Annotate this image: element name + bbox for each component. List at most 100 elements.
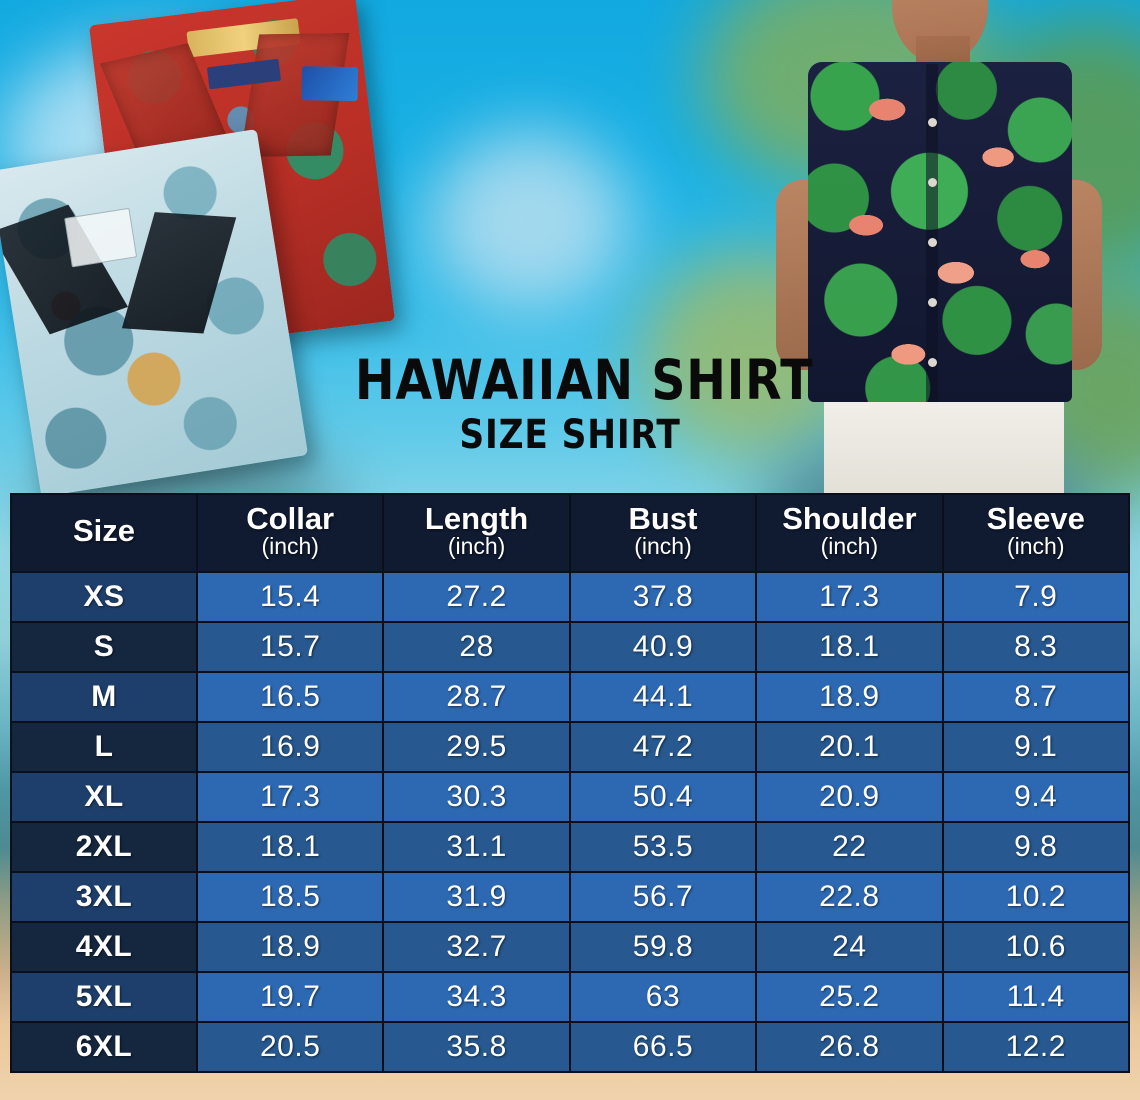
table-header-row: Size Collar (inch) Length (inch) Bust (i… — [10, 493, 1130, 573]
cell-collar: 17.3 — [195, 771, 385, 823]
shirt-button — [928, 238, 937, 247]
table-row: S 15.7 28 40.9 18.1 8.3 — [10, 621, 1130, 673]
size-chart-container: Size Collar (inch) Length (inch) Bust (i… — [10, 493, 1130, 1073]
cell-collar: 19.7 — [195, 971, 385, 1023]
column-header-size: Size — [10, 493, 198, 573]
table-row: 4XL 18.9 32.7 59.8 24 10.6 — [10, 921, 1130, 973]
column-header-collar-label: Collar — [246, 500, 335, 536]
model-white-pants — [824, 392, 1064, 495]
cell-bust: 66.5 — [568, 1021, 758, 1073]
shirt-button — [928, 358, 937, 367]
cell-sleeve: 9.8 — [941, 821, 1130, 873]
title-block: HAWAIIAN SHIRT SIZE SHIRT — [320, 351, 820, 459]
cell-length: 35.8 — [382, 1021, 571, 1073]
column-header-length-unit: (inch) — [447, 533, 506, 560]
cell-sleeve: 10.6 — [941, 921, 1130, 973]
cell-length: 27.2 — [382, 571, 571, 623]
column-header-bust-unit: (inch) — [634, 533, 692, 560]
cell-length: 31.1 — [382, 821, 571, 873]
cell-sleeve: 7.9 — [941, 571, 1130, 623]
table-row: M 16.5 28.7 44.1 18.9 8.7 — [10, 671, 1130, 723]
cell-shoulder: 20.9 — [755, 771, 944, 823]
table-header: Size Collar (inch) Length (inch) Bust (i… — [10, 493, 1130, 573]
cell-size: L — [10, 721, 198, 773]
shirt-brand-tag — [301, 66, 359, 102]
cell-bust: 44.1 — [568, 671, 758, 723]
cell-shoulder: 18.9 — [755, 671, 944, 723]
cell-size: 4XL — [10, 921, 198, 973]
column-header-shoulder-label: Shoulder — [782, 500, 917, 536]
shirt-placket — [926, 64, 938, 402]
cell-collar: 20.5 — [195, 1021, 385, 1073]
table-row: XS 15.4 27.2 37.8 17.3 7.9 — [10, 571, 1130, 623]
cell-shoulder: 25.2 — [755, 971, 944, 1023]
page-subtitle: SIZE SHIRT — [459, 412, 681, 459]
column-header-collar: Collar (inch) — [195, 493, 385, 573]
cell-length: 34.3 — [382, 971, 571, 1023]
cell-shoulder: 18.1 — [755, 621, 944, 673]
cloud-blur-1 — [430, 130, 630, 310]
column-header-bust-label: Bust — [628, 500, 698, 536]
cell-length: 29.5 — [382, 721, 571, 773]
column-header-shoulder: Shoulder (inch) — [755, 493, 944, 573]
cell-sleeve: 12.2 — [941, 1021, 1130, 1073]
cell-collar: 16.5 — [195, 671, 385, 723]
cell-length: 30.3 — [382, 771, 571, 823]
table-row: XL 17.3 30.3 50.4 20.9 9.4 — [10, 771, 1130, 823]
cell-shoulder: 22 — [755, 821, 944, 873]
cell-collar: 15.4 — [195, 571, 385, 623]
shirt-button — [928, 118, 937, 127]
cell-length: 32.7 — [382, 921, 571, 973]
navy-flamingo-shirt — [808, 62, 1072, 402]
cell-length: 28.7 — [382, 671, 571, 723]
cell-bust: 63 — [568, 971, 758, 1023]
model-wearing-shirt-photo — [720, 0, 1140, 495]
cell-sleeve: 9.1 — [941, 721, 1130, 773]
table-row: L 16.9 29.5 47.2 20.1 9.1 — [10, 721, 1130, 773]
cell-size: S — [10, 621, 198, 673]
cell-shoulder: 26.8 — [755, 1021, 944, 1073]
cell-shoulder: 17.3 — [755, 571, 944, 623]
column-header-sleeve-unit: (inch) — [1007, 533, 1065, 560]
table-body: XS 15.4 27.2 37.8 17.3 7.9 S 15.7 28 40.9 18.1 8.3 M… — [10, 571, 1130, 1073]
cell-length: 31.9 — [382, 871, 571, 923]
table-row: 6XL 20.5 35.8 66.5 26.8 12.2 — [10, 1021, 1130, 1073]
cell-collar: 18.5 — [195, 871, 385, 923]
shirt-pocket — [64, 207, 138, 268]
cell-bust: 40.9 — [568, 621, 758, 673]
cell-size: M — [10, 671, 198, 723]
cell-size: 6XL — [10, 1021, 198, 1073]
table-row: 3XL 18.5 31.9 56.7 22.8 10.2 — [10, 871, 1130, 923]
cell-collar: 15.7 — [195, 621, 385, 673]
table-row: 5XL 19.7 34.3 63 25.2 11.4 — [10, 971, 1130, 1023]
cell-sleeve: 10.2 — [941, 871, 1130, 923]
cell-collar: 18.1 — [195, 821, 385, 873]
cell-bust: 59.8 — [568, 921, 758, 973]
cell-size: XL — [10, 771, 198, 823]
cell-collar: 18.9 — [195, 921, 385, 973]
column-header-bust: Bust (inch) — [568, 493, 758, 573]
cell-size: 5XL — [10, 971, 198, 1023]
shirt-button — [928, 178, 937, 187]
table-row: 2XL 18.1 31.1 53.5 22 9.8 — [10, 821, 1130, 873]
column-header-length: Length (inch) — [382, 493, 571, 573]
cell-sleeve: 11.4 — [941, 971, 1130, 1023]
shirt-button — [928, 298, 937, 307]
cell-sleeve: 8.3 — [941, 621, 1130, 673]
column-header-sleeve: Sleeve (inch) — [941, 493, 1130, 573]
cell-shoulder: 22.8 — [755, 871, 944, 923]
column-header-size-label: Size — [72, 513, 136, 549]
column-header-collar-unit: (inch) — [261, 533, 319, 560]
cell-bust: 50.4 — [568, 771, 758, 823]
column-header-sleeve-label: Sleeve — [986, 500, 1085, 536]
cell-shoulder: 20.1 — [755, 721, 944, 773]
column-header-shoulder-unit: (inch) — [820, 533, 879, 560]
cell-size: 3XL — [10, 871, 198, 923]
shirt-collar-right — [121, 212, 237, 334]
cell-shoulder: 24 — [755, 921, 944, 973]
cell-sleeve: 8.7 — [941, 671, 1130, 723]
cell-sleeve: 9.4 — [941, 771, 1130, 823]
cell-size: 2XL — [10, 821, 198, 873]
cell-bust: 56.7 — [568, 871, 758, 923]
cell-length: 28 — [382, 621, 571, 673]
